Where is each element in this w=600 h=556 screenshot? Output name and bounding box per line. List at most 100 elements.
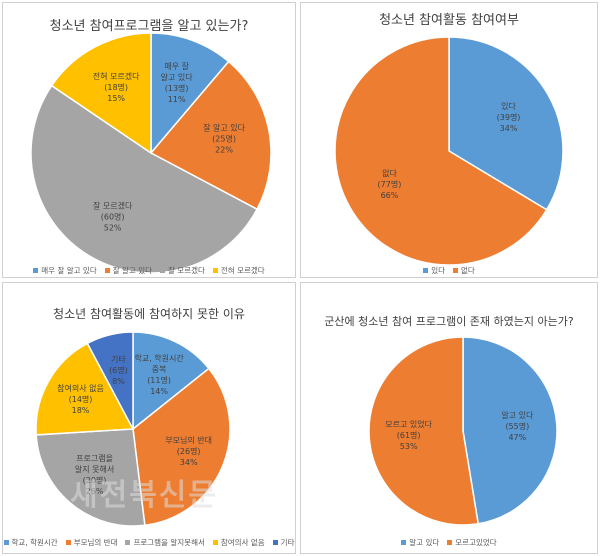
legend-item: 잘 알고 있다 bbox=[104, 265, 153, 276]
slice-data-label: (25명) bbox=[212, 133, 236, 143]
slice-data-label: 34% bbox=[180, 458, 198, 467]
legend-item: 부모님의 반대 bbox=[65, 537, 118, 548]
slice-data-label: 52% bbox=[104, 223, 122, 232]
chart-title: 청소년 참여프로그램을 알고 있는가? bbox=[49, 19, 249, 34]
legend-swatch bbox=[125, 540, 131, 545]
chart-panel-participation: 청소년 참여활동 참여여부 있다 (39명) 34% 없다 (77명) 66% 있다 없다 bbox=[300, 2, 598, 278]
legend-swatch bbox=[33, 268, 39, 273]
slice-data-label: (61명) bbox=[397, 430, 421, 440]
legend-swatch bbox=[447, 540, 453, 545]
slice-data-label: (18명) bbox=[104, 82, 128, 92]
slice-data-label: 부모님의 반대 bbox=[165, 435, 212, 445]
legend-label: 매우 잘 알고 있다 bbox=[41, 266, 97, 275]
slice-data-label: (55명) bbox=[505, 421, 529, 431]
slice-data-label: 학교, 학원시간 bbox=[134, 353, 184, 363]
slice-data-label: 있다 bbox=[501, 101, 516, 111]
legend-swatch bbox=[272, 540, 278, 545]
slice-data-label: 15% bbox=[107, 94, 125, 103]
legend-label: 부모님의 반대 bbox=[73, 538, 118, 547]
slice-data-label: 기타 bbox=[111, 355, 126, 364]
pie-slice bbox=[368, 336, 480, 526]
pie-slice bbox=[132, 367, 231, 527]
slice-data-label: 잘 모르겠다 bbox=[93, 200, 133, 210]
pie-slice bbox=[35, 428, 146, 527]
legend-swatch bbox=[160, 268, 166, 273]
chart-title: 청소년 참여활동에 참여하지 못한 이유 bbox=[53, 307, 245, 321]
legend-swatch bbox=[65, 540, 71, 545]
legend-label: 학교, 학원시간 bbox=[11, 538, 58, 547]
legend-item: 참여의사 없음 bbox=[212, 537, 265, 548]
slice-data-label: 26% bbox=[86, 487, 104, 496]
legend-label: 전혀 모르겠다 bbox=[220, 266, 265, 275]
legend-swatch bbox=[212, 540, 218, 545]
slice-data-label: 알고 있다 bbox=[501, 410, 534, 420]
legend-label: 참여의사 없음 bbox=[220, 538, 265, 547]
pie-chart: 매우 잘알고 있다(13명)11%잘 알고 있다(25명)22%잘 모르겠다(6… bbox=[30, 32, 272, 274]
slice-data-label: 18% bbox=[72, 406, 90, 415]
slice-data-label: (20명) bbox=[83, 475, 107, 485]
pie-slice bbox=[334, 36, 548, 266]
pie-chart: 알고 있다(55명) 47% 모르고 있었다(61명) 53% bbox=[368, 336, 558, 526]
legend-item: 전혀 모르겠다 bbox=[212, 265, 265, 276]
chart-legend: 알고 있다 모르고있었다 bbox=[301, 537, 597, 548]
legend-swatch bbox=[401, 540, 407, 545]
legend-label: 프로그램을 알지못해서 bbox=[133, 538, 205, 547]
pie-slice bbox=[86, 331, 134, 430]
legend-swatch bbox=[423, 268, 429, 273]
pie-chart: 있다(39명) 34% 없다(77명) 66% bbox=[334, 36, 564, 266]
slice-data-label: 전혀 모르겠다 bbox=[93, 71, 140, 81]
chart-legend: 학교, 학원시간 부모님의 반대 프로그램을 알지못해서 참여의사 없음 기타 bbox=[3, 537, 295, 548]
legend-swatch bbox=[3, 540, 9, 545]
legend-label: 기타 bbox=[280, 538, 295, 547]
slice-data-label: 알지 못해서 bbox=[75, 464, 114, 474]
slice-data-label: 프로그램을 bbox=[76, 453, 113, 463]
pie-slice bbox=[150, 32, 230, 156]
legend-label: 잘 알고 있다 bbox=[112, 266, 153, 275]
legend-label: 있다 bbox=[431, 266, 445, 275]
pie-slice bbox=[448, 36, 564, 211]
slice-data-label: 잘 알고 있다 bbox=[203, 122, 246, 132]
chart-panel-awareness: 청소년 참여프로그램을 알고 있는가? 매우 잘 알고 있다 (13명) 11% 잘 알… bbox=[2, 2, 296, 278]
chart-legend: 있다 없다 bbox=[301, 265, 597, 276]
slice-data-label: (14명) bbox=[69, 394, 93, 404]
chart-panel-reasons: 청소년 참여활동에 참여하지 못한 이유 학교, 학원시간 중복 (11명) 14% 부… bbox=[2, 282, 296, 554]
legend-item: 없다 bbox=[453, 265, 475, 276]
legend-item: 매우 잘 알고 있다 bbox=[33, 265, 97, 276]
chart-panel-program-existence: 군산에 청소년 참여 프로그램이 존재 하였는지 아는가? 알고 있다 (55명)… bbox=[300, 282, 598, 554]
pie-slice bbox=[50, 32, 152, 155]
slice-data-label: 8% bbox=[112, 377, 125, 386]
legend-item: 프로그램을 알지못해서 bbox=[125, 537, 205, 548]
slice-data-label: 모르고 있었다 bbox=[385, 419, 432, 429]
slice-data-label: (60명) bbox=[101, 211, 125, 221]
slice-data-label: (77명) bbox=[378, 179, 402, 189]
legend-swatch bbox=[104, 268, 110, 273]
slice-data-label: 22% bbox=[215, 145, 233, 154]
pie-slice bbox=[149, 60, 272, 211]
legend-label: 모르고있었다 bbox=[455, 538, 497, 547]
chart-title: 군산에 청소년 참여 프로그램이 존재 하였는지 아는가? bbox=[324, 315, 574, 328]
slice-data-label: 참여의사 없음 bbox=[57, 383, 104, 393]
slice-data-label: 34% bbox=[500, 124, 518, 133]
slice-data-label: 66% bbox=[381, 191, 399, 200]
slice-data-label: 53% bbox=[400, 442, 418, 451]
pie-slice bbox=[462, 336, 558, 525]
legend-item: 기타 bbox=[272, 537, 295, 548]
legend-item: 알고 있다 bbox=[401, 537, 439, 548]
slice-data-label: (6명) bbox=[109, 365, 128, 375]
slice-data-label: (26명) bbox=[177, 446, 201, 456]
slice-data-label: (11명) bbox=[147, 375, 171, 385]
legend-item: 모르고있었다 bbox=[447, 537, 497, 548]
pie-slice bbox=[30, 84, 259, 274]
legend-label: 잘 모르겠다 bbox=[168, 266, 205, 275]
slice-data-label: 14% bbox=[150, 387, 168, 396]
legend-label: 알고 있다 bbox=[409, 538, 440, 547]
slice-data-label: 없다 bbox=[382, 169, 397, 178]
legend-swatch bbox=[212, 268, 218, 273]
chart-title: 청소년 참여활동 참여여부 bbox=[379, 13, 519, 28]
slice-data-label: 중복 bbox=[152, 365, 167, 374]
slice-data-label: 알고 있다 bbox=[161, 72, 194, 82]
slice-data-label: 47% bbox=[508, 433, 526, 442]
slice-data-label: 매우 잘 bbox=[164, 62, 189, 71]
newspaper-watermark: 새전북신문 bbox=[70, 478, 218, 513]
